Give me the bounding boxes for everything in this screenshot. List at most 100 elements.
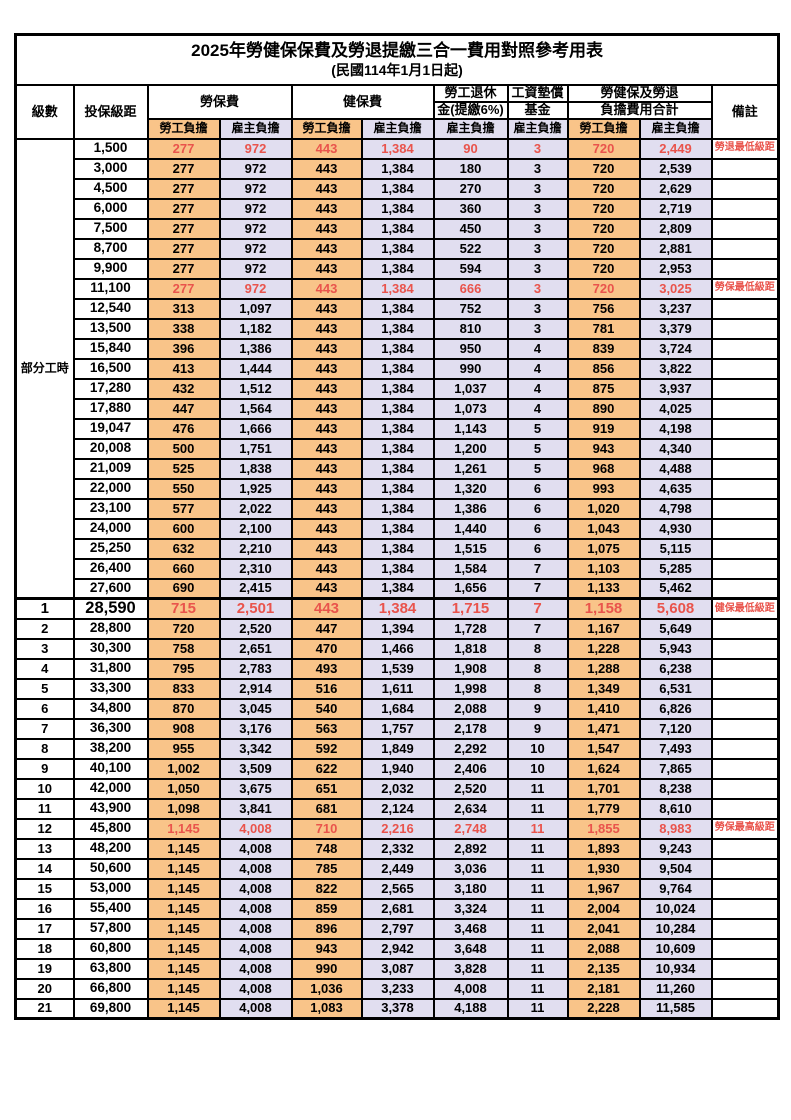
fee-cell: 3,822	[638, 357, 713, 380]
bracket-cell: 1,500	[72, 137, 149, 160]
table-row: 5 33,300 833 2,914 516 1,611 1,998 8 1,349 6,531	[14, 677, 780, 700]
subheader-total-employer: 雇主負擔	[638, 117, 713, 140]
bracket-cell: 69,800	[72, 997, 149, 1020]
fee-cell: 11	[506, 937, 569, 960]
fee-cell: 950	[432, 337, 509, 360]
header-row-group: 級數 投保級距 勞保費 健保費 勞工退休 工資墊償 勞健保及勞退 備註	[14, 83, 780, 140]
level-cell: 5	[14, 677, 75, 700]
fee-cell: 11	[506, 977, 569, 1000]
fee-cell: 2,332	[360, 837, 435, 860]
fee-cell: 2,032	[360, 777, 435, 800]
fee-cell: 2,124	[360, 797, 435, 820]
fee-cell: 1,083	[290, 997, 363, 1020]
table-row: 22,000 550 1,925 443 1,384 1,320 6 993 4,635	[16, 477, 780, 500]
table-row: 14 50,600 1,145 4,008 785 2,449 3,036 11 1,930 9,…	[14, 857, 780, 880]
fee-cell: 277	[146, 257, 221, 280]
fee-cell: 7	[506, 597, 569, 620]
bracket-cell: 36,300	[72, 717, 149, 740]
fee-cell: 443	[290, 537, 363, 560]
bracket-cell: 40,100	[72, 757, 149, 780]
note-cell	[710, 737, 780, 760]
fee-cell: 4,340	[638, 437, 713, 460]
fee-cell: 443	[290, 217, 363, 240]
page-subtitle: (民國114年1月1日起)	[331, 61, 463, 78]
fee-cell: 8,983	[638, 817, 713, 840]
fee-cell: 522	[432, 237, 509, 260]
fee-cell: 720	[566, 177, 641, 200]
fee-cell: 1,384	[360, 477, 435, 500]
bracket-cell: 9,900	[72, 257, 149, 280]
bracket-cell: 48,200	[72, 837, 149, 860]
subheader-health-employee: 勞工負擔	[290, 117, 363, 140]
fee-cell: 3,648	[432, 937, 509, 960]
fee-cell: 4	[506, 337, 569, 360]
fee-cell: 600	[146, 517, 221, 540]
fee-cell: 2,449	[360, 857, 435, 880]
note-cell	[710, 197, 780, 220]
fee-cell: 1,751	[218, 437, 293, 460]
fee-cell: 313	[146, 297, 221, 320]
fee-cell: 7,865	[638, 757, 713, 780]
note-cell	[710, 777, 780, 800]
fee-cell: 3,675	[218, 777, 293, 800]
fee-cell: 443	[290, 297, 363, 320]
fee-cell: 2,178	[432, 717, 509, 740]
table-row: 8 38,200 955 3,342 592 1,849 2,292 10 1,547 7,493	[14, 737, 780, 760]
fee-cell: 5,285	[638, 557, 713, 580]
fee-cell: 1,757	[360, 717, 435, 740]
fee-cell: 11	[506, 817, 569, 840]
fee-cell: 443	[290, 377, 363, 400]
fee-cell: 3	[506, 317, 569, 340]
fee-cell: 1,384	[360, 457, 435, 480]
fee-cell: 2,406	[432, 757, 509, 780]
fee-cell: 11	[506, 997, 569, 1020]
fee-cell: 1,386	[218, 337, 293, 360]
header-bracket: 投保級距	[72, 83, 149, 140]
fee-cell: 1,384	[360, 577, 435, 600]
fee-cell: 3,087	[360, 957, 435, 980]
fee-cell: 1,611	[360, 677, 435, 700]
bracket-cell: 15,840	[72, 337, 149, 360]
fee-cell: 3,180	[432, 877, 509, 900]
fee-cell: 3,724	[638, 337, 713, 360]
table-row: 6 34,800 870 3,045 540 1,684 2,088 9 1,410 6,826	[14, 697, 780, 720]
subheader-labor-employee: 勞工負擔	[146, 117, 221, 140]
header-remark: 備註	[710, 83, 780, 140]
bracket-cell: 28,590	[72, 597, 149, 620]
table-row: 7,500 277 972 443 1,384 450 3 720 2,809	[16, 217, 780, 240]
fee-cell: 833	[146, 677, 221, 700]
fee-cell: 1,384	[360, 397, 435, 420]
fee-cell: 2,041	[566, 917, 641, 940]
fee-cell: 856	[566, 357, 641, 380]
bracket-cell: 20,008	[72, 437, 149, 460]
fee-cell: 715	[146, 597, 221, 620]
header-wage-fund-line1: 工資墊償	[506, 83, 569, 103]
table-row: 21,009 525 1,838 443 1,384 1,261 5 968 4,488	[16, 457, 780, 480]
fee-cell: 810	[432, 317, 509, 340]
fee-cell: 908	[146, 717, 221, 740]
table-row: 12 45,800 1,145 4,008 710 2,216 2,748 11 1,855 8,…	[14, 817, 780, 840]
fee-cell: 1,145	[146, 877, 221, 900]
table-row: 4 31,800 795 2,783 493 1,539 1,908 8 1,288 6,238	[14, 657, 780, 680]
fee-cell: 1,103	[566, 557, 641, 580]
bracket-cell: 60,800	[72, 937, 149, 960]
note-cell	[710, 157, 780, 180]
fee-cell: 11,585	[638, 997, 713, 1020]
fee-cell: 1,564	[218, 397, 293, 420]
fee-cell: 11	[506, 837, 569, 860]
table-body: 部分工時 1,500 277 972 443 1,384 90 3 720 2,449 勞退最低級距…	[14, 137, 780, 1020]
bracket-cell: 12,540	[72, 297, 149, 320]
fee-cell: 1,145	[146, 977, 221, 1000]
fee-cell: 632	[146, 537, 221, 560]
fee-cell: 3	[506, 257, 569, 280]
fee-cell: 1,145	[146, 917, 221, 940]
fee-cell: 1,182	[218, 317, 293, 340]
fee-cell: 2,135	[566, 957, 641, 980]
table-row: 7 36,300 908 3,176 563 1,757 2,178 9 1,471 7,120	[14, 717, 780, 740]
fee-cell: 1,145	[146, 957, 221, 980]
fee-cell: 1,145	[146, 837, 221, 860]
fee-cell: 1,539	[360, 657, 435, 680]
fee-cell: 1,925	[218, 477, 293, 500]
fee-cell: 8,610	[638, 797, 713, 820]
note-cell	[710, 837, 780, 860]
